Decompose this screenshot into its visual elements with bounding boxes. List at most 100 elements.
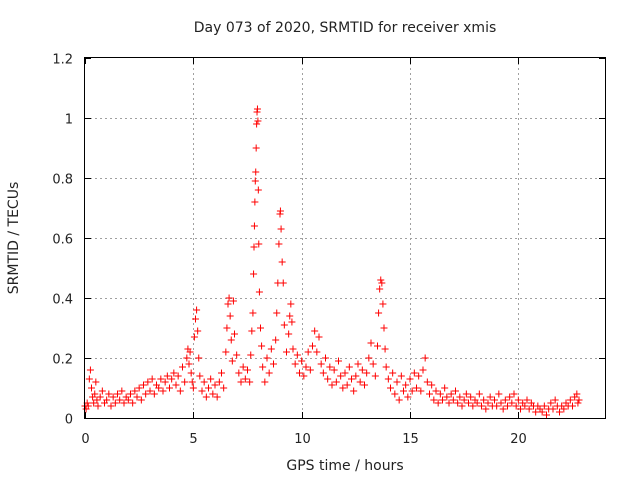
data-point	[118, 387, 126, 395]
data-point	[91, 390, 99, 398]
data-point	[289, 345, 297, 353]
data-point	[85, 375, 93, 383]
data-point	[404, 393, 412, 401]
data-point	[198, 387, 206, 395]
data-point	[350, 387, 358, 395]
data-point	[517, 405, 524, 413]
data-point	[287, 300, 295, 308]
data-point	[410, 369, 418, 377]
data-point	[187, 369, 195, 377]
data-point	[166, 384, 173, 392]
data-point	[244, 366, 251, 374]
data-point	[124, 396, 132, 404]
data-point	[285, 330, 293, 338]
data-point	[486, 393, 494, 401]
data-point	[467, 393, 475, 401]
data-point	[188, 378, 196, 386]
data-point	[465, 399, 472, 407]
data-point	[220, 384, 228, 392]
data-point	[267, 345, 275, 353]
x-tick-label: 0	[81, 432, 89, 447]
data-point	[317, 360, 325, 368]
data-point	[96, 393, 104, 401]
data-point	[265, 369, 273, 377]
data-point	[252, 168, 260, 176]
data-point	[179, 363, 186, 371]
data-point	[205, 384, 212, 392]
data-points	[81, 105, 583, 419]
data-point	[322, 354, 329, 362]
data-point	[227, 336, 235, 344]
data-point	[319, 369, 327, 377]
data-point	[111, 399, 119, 407]
data-point	[389, 369, 397, 377]
data-point	[328, 381, 336, 389]
data-point	[146, 387, 154, 395]
data-point	[258, 342, 266, 350]
data-point	[155, 384, 163, 392]
data-point	[252, 144, 260, 152]
data-point	[225, 294, 233, 302]
data-point	[311, 327, 319, 335]
data-point	[354, 360, 362, 368]
data-point	[523, 396, 531, 404]
y-tick-label: 0	[65, 413, 73, 428]
data-point	[142, 390, 150, 398]
data-point	[223, 324, 231, 332]
data-point	[408, 387, 416, 395]
data-point	[157, 375, 165, 383]
data-point	[283, 348, 290, 356]
data-point	[449, 396, 457, 404]
data-point	[430, 396, 438, 404]
data-point	[454, 399, 462, 407]
data-point	[395, 396, 403, 404]
data-point	[280, 321, 288, 329]
data-point	[343, 381, 351, 389]
data-point	[491, 396, 498, 404]
data-point	[253, 120, 261, 128]
data-point	[575, 396, 583, 404]
data-point	[337, 372, 345, 380]
y-tick-label: 0.8	[52, 173, 73, 188]
data-point	[298, 357, 306, 365]
data-point	[241, 375, 249, 383]
data-point	[324, 375, 332, 383]
data-point	[235, 369, 243, 377]
data-point	[532, 408, 540, 416]
data-point	[462, 390, 470, 398]
data-point	[114, 390, 121, 398]
data-point	[504, 402, 511, 410]
data-point	[226, 312, 234, 320]
data-point	[525, 405, 533, 413]
data-point	[452, 387, 459, 395]
data-point	[109, 393, 117, 401]
data-point	[176, 387, 184, 395]
data-point	[426, 390, 433, 398]
data-point	[421, 354, 429, 362]
data-point	[512, 402, 520, 410]
data-point	[278, 258, 286, 266]
data-point	[374, 342, 381, 350]
data-point	[276, 207, 284, 215]
data-point	[288, 318, 296, 326]
data-point	[86, 366, 94, 374]
data-point	[341, 369, 349, 377]
data-point	[192, 315, 199, 323]
data-point	[460, 396, 468, 404]
data-point	[447, 390, 455, 398]
data-point	[84, 402, 92, 410]
data-point	[439, 396, 446, 404]
data-point	[257, 324, 264, 332]
data-point	[218, 369, 225, 377]
data-point	[381, 345, 389, 353]
data-point	[380, 324, 388, 332]
data-point	[249, 309, 257, 317]
data-point	[137, 396, 145, 404]
data-point	[159, 387, 167, 395]
data-point	[250, 222, 258, 230]
data-point	[246, 378, 254, 386]
data-point	[190, 333, 198, 341]
data-point	[248, 327, 256, 335]
data-point	[189, 384, 197, 392]
data-point	[569, 402, 576, 410]
